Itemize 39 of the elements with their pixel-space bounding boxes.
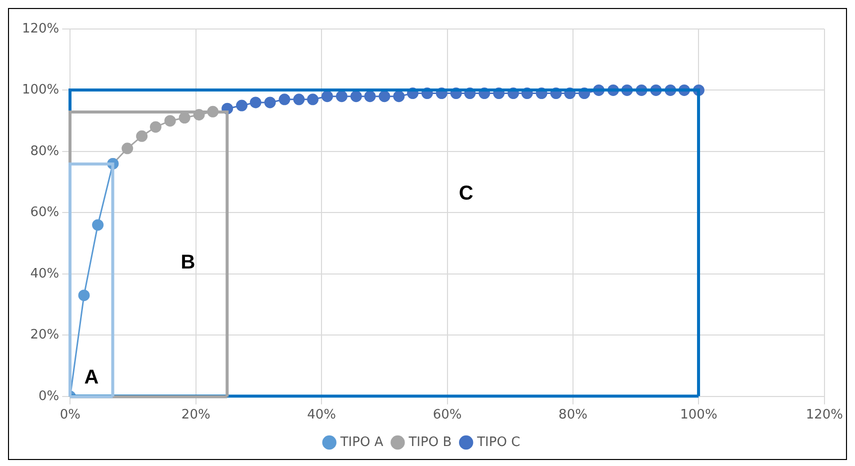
point xyxy=(307,94,319,106)
x-tick-label: 0% xyxy=(60,408,80,423)
x-tick-label: 60% xyxy=(432,408,462,423)
x-tick-label: 100% xyxy=(680,408,718,423)
y-tick-label: 100% xyxy=(22,82,60,98)
point xyxy=(278,94,290,106)
legend-label: TIPO C xyxy=(476,434,520,450)
x-tick-label: 20% xyxy=(181,408,210,423)
point xyxy=(136,130,148,142)
x-tick-label: 80% xyxy=(558,408,588,423)
y-tick-label: 80% xyxy=(30,144,60,159)
point xyxy=(364,90,376,102)
point xyxy=(164,115,176,127)
y-tick-label: 20% xyxy=(30,328,60,343)
point xyxy=(236,100,248,112)
annotation: A xyxy=(84,366,99,390)
point xyxy=(336,90,348,102)
point xyxy=(150,121,162,133)
point xyxy=(393,90,405,102)
y-tick-label: 120% xyxy=(22,21,60,36)
point xyxy=(264,96,276,108)
point xyxy=(378,90,390,102)
point xyxy=(122,142,134,154)
x-tick-label: 120% xyxy=(806,408,844,423)
y-tick-label: 0% xyxy=(38,388,60,404)
annotation: B xyxy=(180,251,196,274)
point xyxy=(293,94,305,106)
y-tick-label: 40% xyxy=(30,266,60,282)
point xyxy=(92,219,104,231)
y-tick-label: 60% xyxy=(30,205,60,220)
point xyxy=(78,290,90,302)
point xyxy=(250,96,262,108)
point xyxy=(350,90,362,102)
point xyxy=(178,112,190,124)
legend-label: TIPO A xyxy=(339,434,384,450)
annotation: C xyxy=(458,182,474,206)
legend-label: TIPO B xyxy=(408,434,452,450)
x-tick-label: 40% xyxy=(307,408,336,423)
point xyxy=(321,90,333,102)
